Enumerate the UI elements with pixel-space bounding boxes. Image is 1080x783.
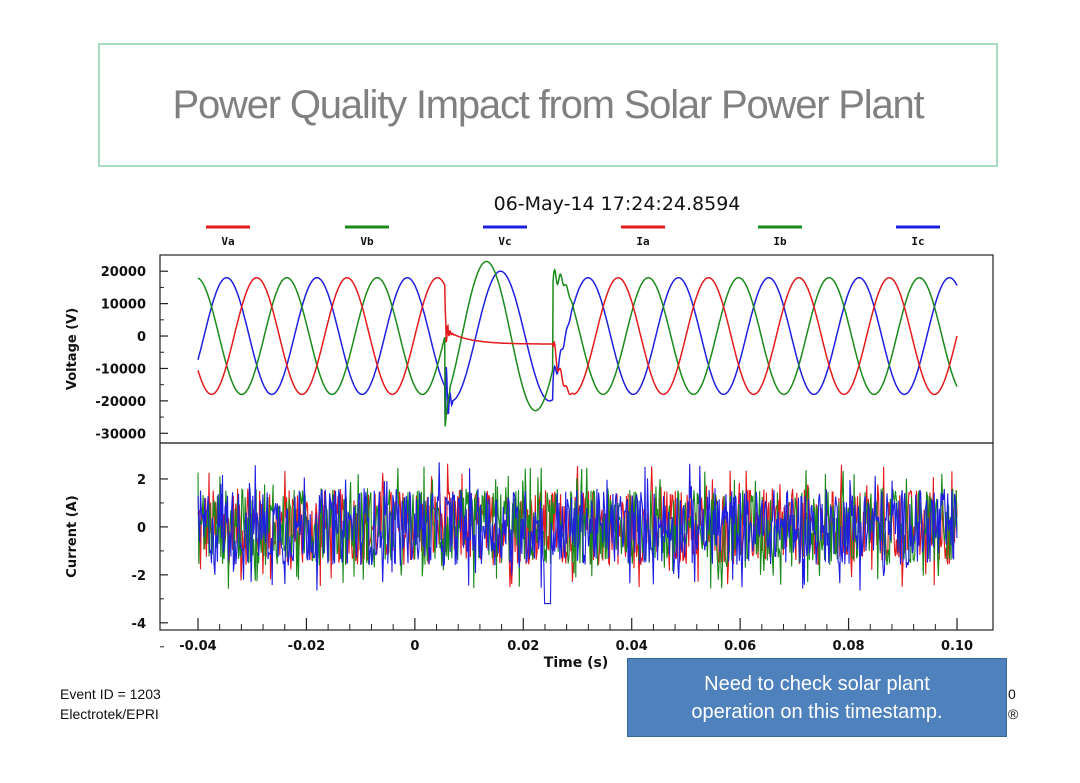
current-plot-frame (159, 442, 994, 631)
chart-title: 06-May-14 17:24:24.8594 (494, 193, 741, 215)
x-tick-label: 0.06 (724, 639, 756, 654)
legend-label-vc: Vc (498, 235, 511, 248)
voltage-axis-label: Voltage (V) (65, 308, 80, 390)
edge-char-zero: 0 (1008, 686, 1016, 702)
series-line-ib (197, 466, 958, 589)
voltage-tick-label: 0 (137, 330, 146, 345)
series-line-vb (197, 260, 958, 427)
legend-label-va: Va (221, 235, 234, 248)
x-axis: -0.04 -0.02 0 0.02 0.04 0.06 0.08 0.10 Time (s) (179, 618, 973, 671)
series-line-vc (197, 270, 958, 425)
current-tick-label: 2 (137, 473, 146, 488)
x-tick-label: 0.10 (941, 639, 973, 654)
callout-line-1: Need to check solar plant (704, 672, 930, 695)
voltage-tick-label: -30000 (95, 427, 146, 442)
voltage-tick-label: -10000 (95, 362, 146, 377)
current-tick-label: -4 (132, 617, 146, 632)
legend-label-ib: Ib (773, 235, 787, 248)
current-axis-label: Current (A) (65, 495, 80, 577)
series-line-ia (197, 463, 958, 588)
voltage-panel: 20000 10000 0 -10000 -20000 -30000 Voltage (V) (65, 254, 994, 444)
legend-label-vb: Vb (360, 235, 374, 248)
event-id-text: Event ID = 1203 (60, 686, 161, 702)
edge-char-registered: ® (1008, 706, 1019, 722)
current-tick-label: -2 (132, 569, 146, 584)
note-callout: Need to check solar plant operation on t… (627, 658, 1007, 737)
x-tick-label: -0.04 (179, 639, 216, 654)
series-line-ic (197, 462, 958, 605)
x-tick-label: 0 (410, 639, 419, 654)
title-box: Power Quality Impact from Solar Power Pl… (98, 43, 998, 167)
x-tick-label: -0.02 (288, 639, 325, 654)
voltage-tick-label: 20000 (101, 265, 146, 280)
callout-line-2: operation on this timestamp. (691, 700, 943, 723)
voltage-tick-label: -20000 (95, 395, 146, 410)
series-line-va (197, 276, 958, 396)
current-tick-label: 0 (137, 521, 146, 536)
waveform-chart: 06-May-14 17:24:24.8594 Va Vb Vc Ia Ib Ic 200… (65, 193, 994, 671)
voltage-plot-frame (159, 254, 994, 444)
x-tick-label: 0.04 (616, 639, 648, 654)
legend: Va Vb Vc Ia Ib Ic (206, 225, 940, 248)
x-tick-label: 0.02 (507, 639, 539, 654)
source-text: Electrotek/EPRI (60, 706, 159, 722)
current-panel: 2 0 -2 -4 Current (A) (65, 442, 994, 648)
slide-title: Power Quality Impact from Solar Power Pl… (172, 82, 925, 127)
legend-label-ia: Ia (636, 235, 649, 248)
legend-label-ic: Ic (911, 235, 924, 248)
x-axis-label: Time (s) (544, 655, 608, 671)
x-tick-label: 0.08 (833, 639, 865, 654)
voltage-tick-label: 10000 (101, 298, 146, 313)
